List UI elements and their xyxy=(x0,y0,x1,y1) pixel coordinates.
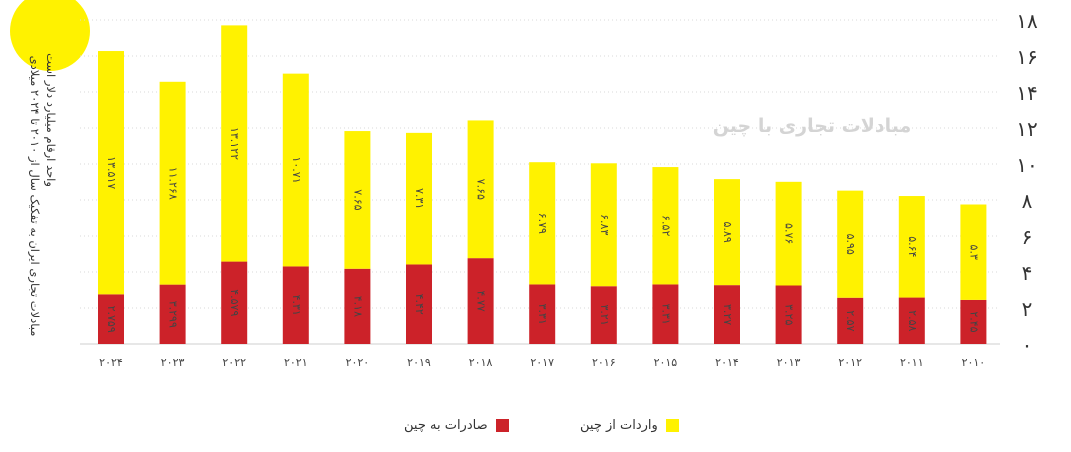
x-tick-label: ۲۰۲۳ xyxy=(161,356,185,369)
value-label-imports: ۶.۸۳ xyxy=(598,214,611,235)
side-title-1: مبادلات تجاری ایران به تفکیک سال از ۲۰۱۰… xyxy=(27,56,42,337)
value-label-imports: ۱۱.۲۶۸ xyxy=(167,167,180,200)
bar-imports xyxy=(221,25,248,262)
bar-exports xyxy=(652,284,679,344)
value-label-exports: ۲.۴۵ xyxy=(967,311,980,332)
x-tick-label: ۲۰۱۶ xyxy=(592,356,616,369)
bar-imports xyxy=(898,196,925,298)
value-label-exports: ۴.۷۷ xyxy=(475,290,488,311)
x-tick-label: ۲۰۱۷ xyxy=(530,356,554,369)
value-label-exports: ۳.۲۱ xyxy=(598,304,611,325)
bar-exports xyxy=(837,297,864,344)
x-tick-label: ۲۰۱۳ xyxy=(777,356,801,369)
bar-imports xyxy=(837,190,864,298)
y-tick-label: ۱۲ xyxy=(1016,117,1037,141)
value-label-exports: ۴.۵۷۹ xyxy=(228,289,241,316)
value-label-exports: ۳.۲۷ xyxy=(721,304,734,325)
bar-imports xyxy=(467,120,494,259)
bar-imports xyxy=(159,81,186,285)
value-label-imports: ۷.۳۱ xyxy=(413,188,426,209)
value-label-exports: ۲.۵۷ xyxy=(844,310,857,331)
y-tick-label: ۱۶ xyxy=(1016,45,1037,69)
bar-imports xyxy=(652,167,679,285)
y-tick-label: ۴ xyxy=(1022,261,1033,285)
x-tick-label: ۲۰۱۹ xyxy=(407,356,431,369)
bar-exports xyxy=(282,266,309,344)
x-tick-label: ۲۰۲۰ xyxy=(346,356,370,369)
y-tick-label: ۶ xyxy=(1022,225,1033,249)
bar-exports xyxy=(529,284,556,344)
x-tick-label: ۲۰۱۲ xyxy=(838,356,862,369)
x-axis: ۲۰۲۴ ۲۰۲۳ ۲۰۲۲ ۲۰۲۱ ۲۰۲۰ ۲۰۱۹ ۲۰۱۸ ۲۰۱۷ ۲۰۱۶ ۲۰۱۵… xyxy=(99,356,985,369)
side-title-2: واحد ارقام میلیارد دلار است xyxy=(43,53,58,187)
bar-exports xyxy=(467,258,494,344)
value-label-exports: ۳.۲۵ xyxy=(783,304,796,325)
legend-exports: صادرات به چین xyxy=(404,418,509,433)
value-label-exports: ۳.۲۹۹ xyxy=(167,301,180,328)
value-label-exports: ۲.۷۵۹ xyxy=(105,306,118,333)
value-label-imports: ۷.۶۵ xyxy=(475,179,488,200)
value-label-imports: ۶.۵۲ xyxy=(659,215,672,236)
bar-exports xyxy=(159,284,186,344)
value-label-exports: ۳.۳۱ xyxy=(659,304,672,325)
bar-exports xyxy=(406,264,432,344)
bar-imports xyxy=(714,179,740,286)
value-label-imports: ۵.۶۴ xyxy=(906,236,919,257)
y-tick-label: ۱۰ xyxy=(1016,153,1037,177)
value-label-exports: ۲.۵۸ xyxy=(906,310,919,331)
value-label-imports: ۱۳.۱۲۲ xyxy=(228,127,241,160)
bar-exports xyxy=(590,286,617,344)
value-label-imports: ۱۳.۵۱۷ xyxy=(105,156,118,189)
legend-swatch-imports xyxy=(665,419,679,432)
bar-imports xyxy=(406,132,432,265)
legend-label-imports: واردات از چین xyxy=(580,418,658,433)
value-label-imports: ۵.۳ xyxy=(967,245,980,260)
bar-imports xyxy=(960,204,987,300)
bar-imports xyxy=(344,131,371,269)
x-tick-label: ۲۰۱۰ xyxy=(962,356,986,369)
value-label-imports: ۵.۹۵ xyxy=(844,234,857,255)
legend-swatch-exports xyxy=(495,419,509,432)
x-tick-label: ۲۰۲۱ xyxy=(284,356,308,369)
value-label-exports: ۴.۳۱ xyxy=(290,295,303,316)
x-tick-label: ۲۰۱۵ xyxy=(654,356,678,369)
value-label-exports: ۴.۱۸ xyxy=(351,296,364,317)
value-label-imports: ۵.۸۹ xyxy=(721,222,734,243)
x-tick-label: ۲۰۱۴ xyxy=(715,356,739,369)
bar-imports xyxy=(590,163,617,287)
bar-exports xyxy=(960,299,987,344)
bar-exports xyxy=(775,285,802,344)
bar-imports xyxy=(98,51,124,295)
x-tick-label: ۲۰۲۲ xyxy=(222,356,246,369)
chart-title: مبادلات تجاری با چین xyxy=(713,115,912,137)
legend-label-exports: صادرات به چین xyxy=(404,418,488,433)
value-label-imports: ۵.۷۶ xyxy=(783,223,796,244)
y-tick-label: ۱۸ xyxy=(1016,9,1038,33)
bar-exports xyxy=(221,261,248,344)
value-label-imports: ۶.۷۹ xyxy=(536,213,549,234)
y-tick-label: ۰ xyxy=(1022,333,1033,357)
bar-imports xyxy=(529,162,556,285)
value-label-exports: ۳.۳۱ xyxy=(536,304,549,325)
y-tick-label: ۲ xyxy=(1022,297,1033,321)
x-tick-label: ۲۰۱۱ xyxy=(900,356,924,369)
bar-exports xyxy=(714,285,740,344)
bar-exports xyxy=(344,268,371,344)
bars: ۲.۷۵۹ ۱۳.۵۱۷ ۳.۲۹۹ ۱۱.۲۶۸ ۴.۵۷۹ ۱۳.۱۲۲ ۴.۳۱ ۱۰.… xyxy=(98,25,987,344)
value-label-imports: ۷.۶۵ xyxy=(351,189,364,210)
bar-exports xyxy=(98,294,124,344)
bar-imports xyxy=(775,181,802,286)
bar-exports xyxy=(898,297,925,344)
corner-badge xyxy=(10,0,90,71)
x-tick-label: ۲۰۱۸ xyxy=(469,356,493,369)
value-label-exports: ۴.۴۲ xyxy=(413,294,426,315)
y-tick-label: ۱۴ xyxy=(1016,81,1037,105)
y-tick-label: ۸ xyxy=(1022,189,1033,213)
y-axis: ۰ ۲ ۴ ۶ ۸ ۱۰ ۱۲ ۱۴ ۱۶ ۱۸ xyxy=(1016,9,1038,357)
legend-imports: واردات از چین xyxy=(580,418,679,433)
bar-imports xyxy=(282,73,309,267)
x-tick-label: ۲۰۲۴ xyxy=(99,356,123,369)
value-label-imports: ۱۰.۷۱ xyxy=(290,156,303,183)
